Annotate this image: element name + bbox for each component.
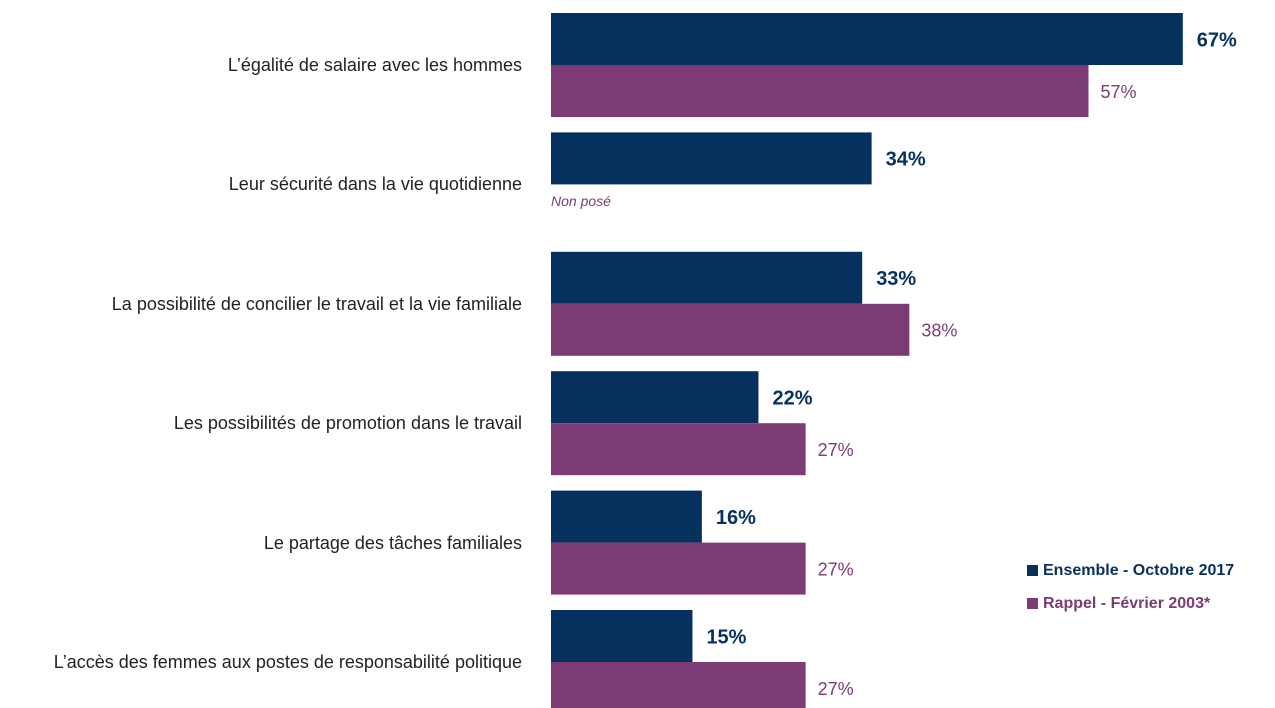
legend-label: Ensemble - Octobre 2017 (1043, 562, 1234, 579)
category-label: Leur sécurité dans la vie quotidienne (228, 174, 522, 195)
value-label: 16% (716, 507, 756, 529)
value-label: 15% (706, 626, 746, 648)
value-label: 57% (1101, 82, 1137, 102)
bar (551, 542, 806, 595)
bar (551, 251, 863, 304)
category-label: L’accès des femmes aux postes de respons… (53, 652, 522, 672)
value-label: 38% (921, 321, 957, 341)
bar (551, 610, 693, 662)
bar (551, 132, 872, 185)
category-label: La possibilité de concilier le travail e… (111, 293, 522, 314)
category-label: Le partage des tâches familiales (263, 532, 522, 553)
value-label: 27% (818, 679, 854, 699)
bar (551, 13, 1183, 65)
bar (551, 65, 1089, 117)
missing-note: Non posé (551, 193, 611, 209)
legend-swatch (1027, 598, 1038, 609)
bar (551, 662, 806, 708)
value-label: 22% (772, 387, 812, 409)
bar (551, 490, 702, 543)
bar (551, 423, 806, 476)
bar (551, 371, 759, 424)
legend-label: Rappel - Février 2003* (1043, 595, 1211, 612)
value-label: 67% (1197, 29, 1237, 51)
value-label: 33% (876, 268, 916, 290)
legend-swatch (1027, 565, 1038, 576)
category-label: L’égalité de salaire avec les hommes (227, 55, 522, 75)
value-label: 27% (818, 559, 854, 579)
value-label: 27% (818, 440, 854, 460)
category-label: Les possibilités de promotion dans le tr… (173, 413, 522, 434)
value-label: 34% (886, 149, 926, 171)
bar (551, 303, 910, 356)
